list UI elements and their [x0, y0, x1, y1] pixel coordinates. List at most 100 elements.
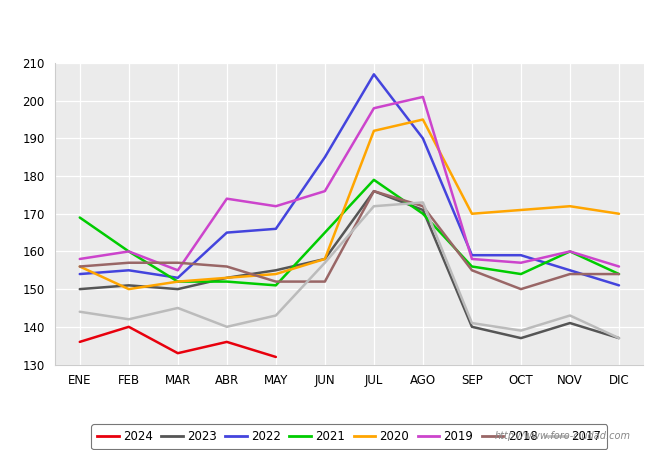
2017 [566, 313, 574, 318]
Line: 2023: 2023 [80, 191, 619, 338]
2017 [517, 328, 525, 333]
2021 [468, 264, 476, 269]
2019 [517, 260, 525, 265]
2019 [468, 256, 476, 262]
2018 [468, 268, 476, 273]
2019 [223, 196, 231, 201]
2020 [615, 211, 623, 216]
2017 [615, 335, 623, 341]
2018 [419, 203, 427, 209]
2022 [223, 230, 231, 235]
2017 [419, 200, 427, 205]
2020 [370, 128, 378, 134]
2020 [517, 207, 525, 213]
2022 [468, 252, 476, 258]
2023 [174, 287, 182, 292]
2021 [370, 177, 378, 183]
2020 [321, 256, 329, 262]
2017 [272, 313, 280, 318]
2020 [468, 211, 476, 216]
2022 [125, 268, 133, 273]
2017 [223, 324, 231, 329]
2021 [174, 279, 182, 284]
2017 [321, 260, 329, 265]
2018 [321, 279, 329, 284]
2019 [174, 268, 182, 273]
2023 [468, 324, 476, 329]
2017 [76, 309, 84, 315]
2018 [370, 189, 378, 194]
2018 [272, 279, 280, 284]
2023 [223, 275, 231, 280]
2019 [615, 264, 623, 269]
2023 [321, 256, 329, 262]
Text: http://www.foro-ciudad.com: http://www.foro-ciudad.com [495, 431, 630, 441]
2023 [272, 268, 280, 273]
2020 [223, 275, 231, 280]
2024 [76, 339, 84, 345]
Line: 2017: 2017 [80, 202, 619, 338]
2022 [174, 275, 182, 280]
2022 [566, 268, 574, 273]
Line: 2021: 2021 [80, 180, 619, 285]
2021 [321, 230, 329, 235]
2020 [174, 279, 182, 284]
2019 [76, 256, 84, 262]
2018 [615, 271, 623, 277]
2023 [615, 335, 623, 341]
2024 [174, 351, 182, 356]
2021 [566, 249, 574, 254]
Text: Afiliados en Acebo a 31/5/2024: Afiliados en Acebo a 31/5/2024 [185, 18, 465, 36]
2019 [125, 249, 133, 254]
2024 [223, 339, 231, 345]
2021 [125, 249, 133, 254]
2023 [76, 287, 84, 292]
2023 [517, 335, 525, 341]
2022 [419, 136, 427, 141]
2021 [419, 211, 427, 216]
Line: 2020: 2020 [80, 120, 619, 289]
2021 [517, 271, 525, 277]
2017 [370, 203, 378, 209]
2019 [370, 106, 378, 111]
2022 [370, 72, 378, 77]
2020 [419, 117, 427, 122]
2023 [419, 207, 427, 213]
2018 [76, 264, 84, 269]
Legend: 2024, 2023, 2022, 2021, 2020, 2019, 2018, 2017: 2024, 2023, 2022, 2021, 2020, 2019, 2018… [92, 424, 607, 449]
2023 [370, 189, 378, 194]
2017 [174, 305, 182, 310]
2022 [615, 283, 623, 288]
2021 [272, 283, 280, 288]
2021 [76, 215, 84, 220]
2021 [615, 271, 623, 277]
2018 [125, 260, 133, 265]
2018 [174, 260, 182, 265]
Line: 2019: 2019 [80, 97, 619, 270]
2018 [517, 287, 525, 292]
2019 [321, 189, 329, 194]
2018 [223, 264, 231, 269]
2017 [125, 317, 133, 322]
2022 [517, 252, 525, 258]
Line: 2018: 2018 [80, 191, 619, 289]
2022 [272, 226, 280, 232]
2021 [223, 279, 231, 284]
Line: 2022: 2022 [80, 74, 619, 285]
2024 [272, 354, 280, 360]
2019 [566, 249, 574, 254]
2023 [125, 283, 133, 288]
Line: 2024: 2024 [80, 327, 276, 357]
2019 [272, 203, 280, 209]
2020 [566, 203, 574, 209]
2019 [419, 94, 427, 99]
2020 [76, 264, 84, 269]
2023 [566, 320, 574, 326]
2017 [468, 320, 476, 326]
2022 [321, 154, 329, 160]
2024 [125, 324, 133, 329]
2020 [272, 271, 280, 277]
2020 [125, 287, 133, 292]
2018 [566, 271, 574, 277]
2022 [76, 271, 84, 277]
